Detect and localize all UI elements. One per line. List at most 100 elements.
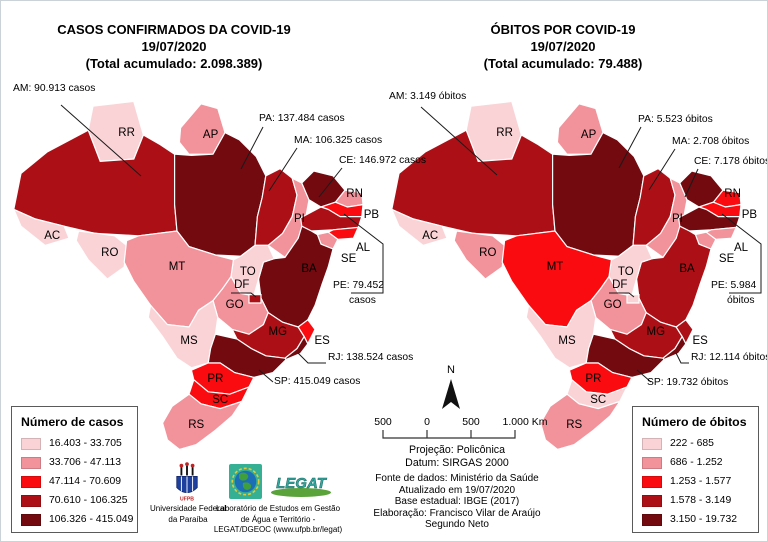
- legend-swatch-class1: [642, 437, 662, 450]
- legend-range-label: 47.114 - 70.609: [49, 476, 122, 487]
- legend-range-label: 1.578 - 3.149: [670, 495, 732, 506]
- ufpb-logo: UFPB: [176, 462, 198, 502]
- elaboration-text-2: Segundo Neto: [425, 519, 489, 531]
- projection-text: Projeção: Policônica: [409, 444, 505, 456]
- legend-swatch-class1: [21, 437, 41, 450]
- state-label-DF-deaths: DF: [612, 279, 628, 291]
- cases-choropleth-map: [12, 100, 364, 451]
- legat-caption-line1: Laboratório de Estudos em Gestão: [215, 504, 341, 513]
- callout-SP-cases: SP: 415.049 casos: [274, 376, 361, 387]
- callout-PA-cases: PA: 137.484 casos: [259, 113, 345, 124]
- state-label-RO-cases: RO: [101, 246, 119, 259]
- deaths-legend-row-3: 1.253 - 1.577: [642, 472, 758, 491]
- state-label-MS-cases: MS: [180, 335, 198, 348]
- state-label-SC-cases: SC: [212, 394, 229, 407]
- callout-MA-cases: MA: 106.325 casos: [294, 135, 383, 146]
- state-label-PB-deaths: PB: [741, 209, 758, 222]
- state-label-GO-cases: GO: [225, 299, 244, 312]
- cases-legend-row-4: 70.610 - 106.325: [21, 491, 137, 510]
- state-label-AP-cases: AP: [202, 129, 219, 141]
- state-label-RN-deaths: RN: [724, 187, 741, 200]
- ufpb-caption-line1: Universidade Federal: [149, 504, 227, 513]
- legend-swatch-class4: [21, 494, 41, 507]
- state-label-MT-cases: MT: [168, 261, 186, 273]
- deaths-legend-row-1: 222 - 685: [642, 434, 758, 453]
- deaths-title-line2: 19/07/2020: [530, 39, 596, 54]
- deaths-legend-row-5: 3.150 - 19.732: [642, 510, 758, 529]
- legat-caption-line2: de Água e Território -: [240, 514, 316, 524]
- state-label-PI-cases: PI: [293, 213, 305, 225]
- legat-wordmark-text: LEGAT: [276, 475, 328, 492]
- callout-SP-deaths: SP: 19.732 óbitos: [647, 377, 729, 388]
- scale-label-0: 0: [424, 416, 430, 428]
- deaths-legend: Número de óbitos 222 - 685 686 - 1.252 1.2…: [632, 406, 759, 533]
- state-label-AL-deaths: AL: [733, 241, 749, 254]
- cases-legend: Número de casos 16.403 - 33.705 33.706 - …: [11, 406, 138, 533]
- legend-range-label: 106.326 - 415.049: [49, 514, 134, 525]
- deaths-choropleth-map: [390, 100, 742, 451]
- cases-legend-rows: 16.403 - 33.705 33.706 - 47.113 47.114 - 7…: [21, 434, 137, 529]
- ufpb-acronym-text: UFPB: [180, 497, 194, 502]
- legat-caption: Laboratório de Estudos em Gestão de Água…: [213, 504, 343, 536]
- cases-title-line3: (Total acumulado: 2.098.389): [85, 56, 263, 71]
- state-label-GO-deaths: GO: [603, 299, 622, 312]
- state-label-AC-deaths: AC: [422, 229, 439, 242]
- legend-swatch-class3: [642, 475, 662, 488]
- state-label-MG-cases: MG: [268, 325, 288, 338]
- scale-label-1000km: 1.000 Km: [502, 416, 548, 428]
- state-RS-deaths-shape: [539, 393, 622, 451]
- state-RO-cases-shape: [75, 230, 128, 280]
- scale-label-500-left: 500: [374, 416, 392, 428]
- legend-swatch-class4: [642, 494, 662, 507]
- state-DF-cases-shape: [248, 294, 262, 304]
- state-label-MG-deaths: MG: [646, 325, 666, 338]
- callout-AM-cases: AM: 90.913 casos: [13, 83, 96, 94]
- cases-map-title: CASOS CONFIRMADOS DA COVID-19 19/07/2020…: [9, 21, 339, 72]
- state-label-PR-cases: PR: [207, 372, 224, 385]
- state-label-RS-deaths: RS: [566, 419, 583, 432]
- legend-range-label: 1.253 - 1.577: [670, 476, 732, 487]
- legend-range-label: 16.403 - 33.705: [49, 438, 122, 449]
- legend-swatch-class3: [21, 475, 41, 488]
- state-RS-cases-shape: [161, 393, 244, 451]
- cases-title-line1: CASOS CONFIRMADOS DA COVID-19: [57, 22, 291, 37]
- scale-label-500-right: 500: [462, 416, 480, 428]
- legat-caption-line3: LEGAT/DGEOC (www.ufpb.br/legat): [213, 525, 343, 534]
- legend-range-label: 222 - 685: [670, 438, 714, 449]
- callout-RJ-deaths: RJ: 12.114 óbitos: [691, 352, 768, 363]
- callout-PE-deaths-line1: PE: 5.984: [711, 280, 757, 291]
- callout-RJ-cases: RJ: 138.524 casos: [328, 352, 414, 363]
- state-label-ES-deaths: ES: [692, 335, 708, 348]
- legend-swatch-class2: [642, 456, 662, 469]
- state-label-BA-deaths: BA: [679, 263, 695, 276]
- cases-legend-row-5: 106.326 - 415.049: [21, 510, 137, 529]
- cases-legend-row-2: 33.706 - 47.113: [21, 453, 137, 472]
- credits-block: Projeção: Policônica Datum: SIRGAS 2000 …: [346, 444, 568, 531]
- state-ES-deaths-shape: [675, 318, 694, 346]
- cases-legend-row-1: 16.403 - 33.705: [21, 434, 137, 453]
- state-label-RR-deaths: RR: [496, 126, 513, 139]
- state-label-AP-deaths: AP: [580, 129, 597, 141]
- deaths-legend-row-4: 1.578 - 3.149: [642, 491, 758, 510]
- state-label-RS-cases: RS: [188, 419, 205, 432]
- deaths-legend-rows: 222 - 685 686 - 1.252 1.253 - 1.577 1.578 -…: [642, 434, 758, 529]
- state-ES-cases-shape: [297, 318, 316, 346]
- callout-PE-cases-line2: casos: [349, 295, 376, 306]
- state-label-PI-deaths: PI: [671, 213, 683, 225]
- state-label-SC-deaths: SC: [590, 394, 607, 407]
- state-label-SE-cases: SE: [340, 252, 357, 265]
- deaths-legend-title: Número de óbitos: [642, 415, 747, 429]
- cases-legend-title: Número de casos: [21, 415, 124, 429]
- state-label-RR-cases: RR: [118, 126, 135, 139]
- ufpb-caption: Universidade Federal da Paraíba: [141, 504, 235, 525]
- state-label-ES-cases: ES: [314, 335, 330, 348]
- state-label-PB-cases: PB: [363, 209, 380, 222]
- callout-PA-deaths: PA: 5.523 óbitos: [638, 114, 713, 125]
- deaths-title-line1: ÓBITOS POR COVID-19: [490, 22, 636, 37]
- callout-PE-deaths-line2: óbitos: [727, 295, 755, 306]
- legend-range-label: 686 - 1.252: [670, 457, 723, 468]
- state-AC-cases-shape: [12, 208, 70, 247]
- deaths-legend-row-2: 686 - 1.252: [642, 453, 758, 472]
- updated-text: Atualizado em 19/07/2020: [398, 484, 516, 496]
